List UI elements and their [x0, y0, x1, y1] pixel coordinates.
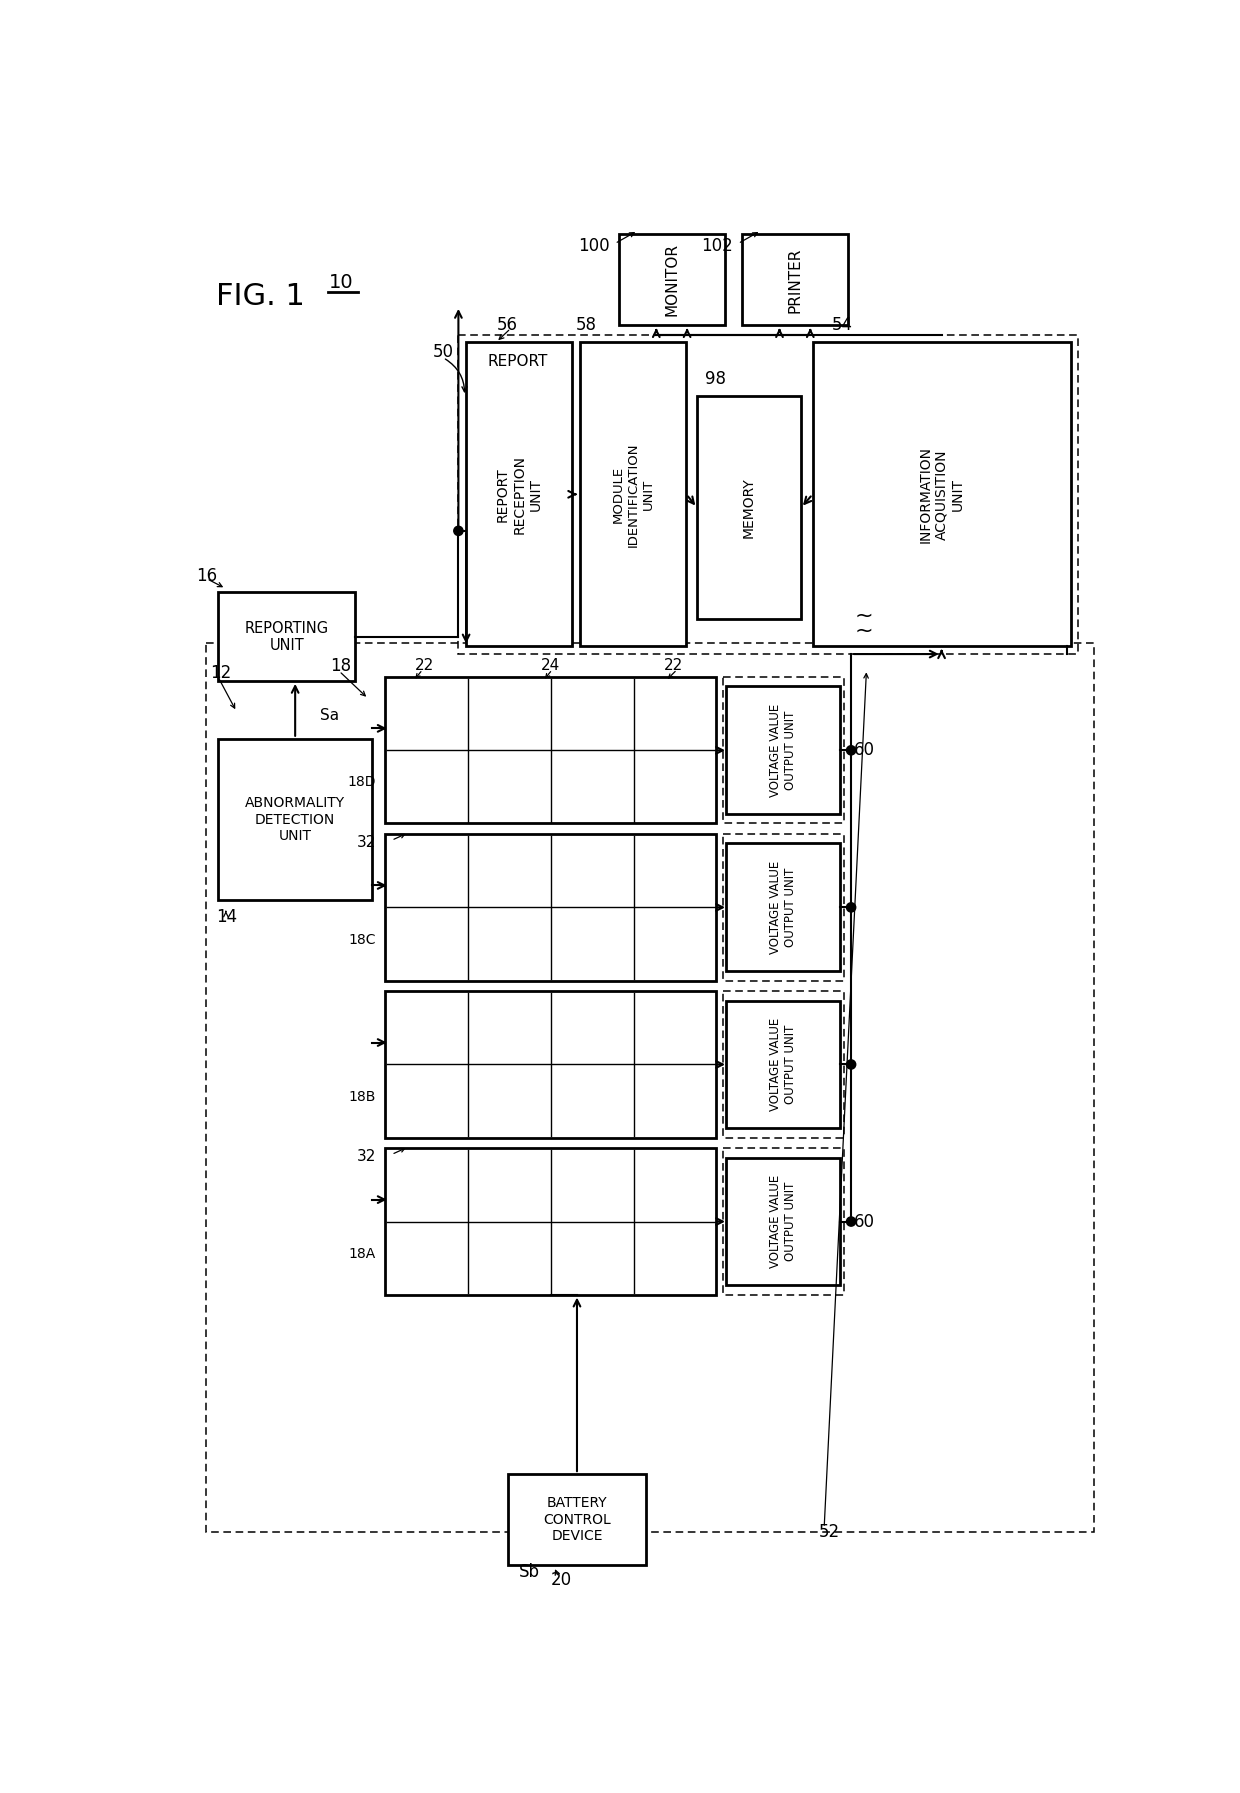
Text: 18B: 18B: [348, 1090, 376, 1104]
Text: 98: 98: [704, 369, 725, 387]
Bar: [386, 834, 717, 981]
Circle shape: [847, 746, 856, 755]
Bar: [727, 1000, 841, 1128]
Bar: [386, 678, 717, 823]
Bar: [386, 1148, 717, 1295]
Text: 18D: 18D: [347, 776, 376, 789]
Text: 20: 20: [551, 1571, 572, 1589]
Text: 22: 22: [663, 658, 683, 672]
Text: ~: ~: [854, 620, 873, 640]
Text: 100: 100: [578, 237, 609, 255]
Text: 102: 102: [701, 237, 733, 255]
Text: 52: 52: [818, 1522, 839, 1540]
Circle shape: [847, 1060, 856, 1069]
Circle shape: [454, 525, 463, 536]
Text: VOLTAGE VALUE
OUTPUT UNIT: VOLTAGE VALUE OUTPUT UNIT: [769, 861, 797, 954]
Text: 16: 16: [197, 567, 218, 585]
Text: VOLTAGE VALUE
OUTPUT UNIT: VOLTAGE VALUE OUTPUT UNIT: [769, 1174, 797, 1268]
Text: Sa: Sa: [320, 708, 340, 723]
Text: 12: 12: [211, 665, 232, 683]
Text: 14: 14: [216, 909, 237, 927]
Text: MEMORY: MEMORY: [742, 477, 756, 538]
Text: ~: ~: [854, 606, 873, 626]
Text: INFORMATION
ACQUISITION
UNIT: INFORMATION ACQUISITION UNIT: [919, 446, 965, 543]
Bar: [727, 687, 841, 814]
Text: PRINTER: PRINTER: [787, 247, 802, 312]
Bar: [206, 642, 1094, 1531]
Bar: [697, 396, 801, 619]
Text: 54: 54: [832, 316, 853, 333]
Bar: [459, 335, 1079, 654]
Text: MONITOR: MONITOR: [665, 244, 680, 316]
Bar: [727, 843, 841, 972]
Bar: [386, 992, 717, 1137]
Text: 56: 56: [497, 316, 518, 333]
Bar: [742, 235, 848, 325]
Text: 18A: 18A: [348, 1246, 376, 1260]
Text: 50: 50: [433, 342, 454, 360]
Text: 10: 10: [329, 273, 353, 292]
Bar: [812, 342, 1070, 645]
Bar: [466, 342, 573, 645]
Text: 60: 60: [854, 741, 875, 758]
Text: REPORT
RECEPTION
UNIT: REPORT RECEPTION UNIT: [496, 455, 542, 534]
Bar: [218, 592, 355, 681]
Text: 18C: 18C: [348, 932, 376, 947]
Text: Sb: Sb: [518, 1563, 539, 1581]
Bar: [619, 235, 725, 325]
Circle shape: [847, 902, 856, 913]
Text: 58: 58: [577, 316, 598, 333]
Text: 22: 22: [415, 658, 434, 672]
Text: BATTERY
CONTROL
DEVICE: BATTERY CONTROL DEVICE: [543, 1497, 611, 1542]
Text: REPORT: REPORT: [487, 353, 548, 369]
Bar: [218, 739, 372, 900]
Text: 18: 18: [330, 656, 351, 674]
Bar: [723, 992, 844, 1137]
Text: VOLTAGE VALUE
OUTPUT UNIT: VOLTAGE VALUE OUTPUT UNIT: [769, 1018, 797, 1112]
Text: FIG. 1: FIG. 1: [216, 282, 305, 310]
Bar: [723, 1148, 844, 1295]
Text: 24: 24: [541, 658, 560, 672]
Bar: [727, 1158, 841, 1286]
Text: 32: 32: [357, 836, 376, 850]
Text: 60: 60: [854, 1212, 875, 1230]
Circle shape: [847, 1217, 856, 1226]
Bar: [723, 834, 844, 981]
Bar: [580, 342, 686, 645]
Text: MODULE
IDENTIFICATION
UNIT: MODULE IDENTIFICATION UNIT: [611, 443, 655, 547]
Bar: [508, 1474, 646, 1565]
Text: 32: 32: [357, 1149, 376, 1164]
Text: VOLTAGE VALUE
OUTPUT UNIT: VOLTAGE VALUE OUTPUT UNIT: [769, 703, 797, 796]
Text: REPORTING
UNIT: REPORTING UNIT: [244, 620, 329, 653]
Bar: [723, 678, 844, 823]
Text: ABNORMALITY
DETECTION
UNIT: ABNORMALITY DETECTION UNIT: [246, 796, 345, 843]
